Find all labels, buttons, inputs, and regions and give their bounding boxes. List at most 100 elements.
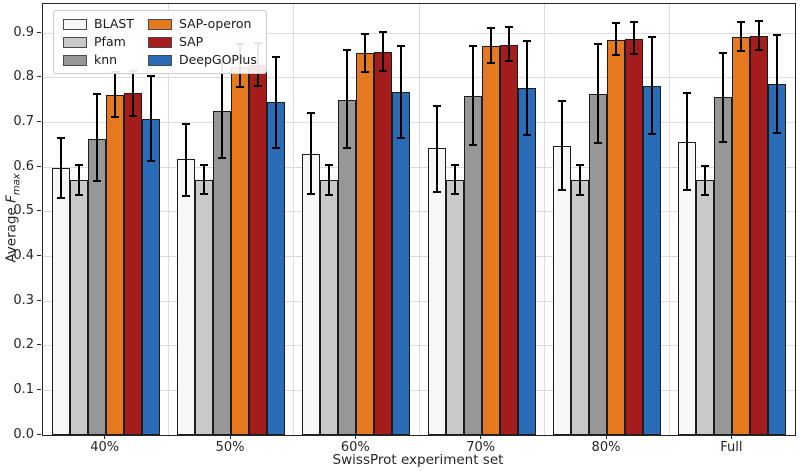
error-bar-cap-bottom (612, 54, 620, 57)
x-tick-mark (605, 435, 607, 439)
error-bar (275, 57, 277, 149)
error-bar-cap-top (755, 19, 764, 22)
y-tick-label: 0.7 (13, 113, 34, 129)
error-bar-cap-top (92, 93, 101, 96)
error-bar-cap-bottom (307, 192, 316, 195)
y-tick-mark (37, 433, 41, 435)
x-tick-label: Full (720, 440, 743, 455)
x-tick-label: 40% (90, 440, 120, 455)
legend-label-deepgoplus: DeepGOPlus (178, 52, 257, 67)
y-tick-mark (37, 120, 41, 123)
bar-sap-operon-70% (481, 45, 500, 435)
legend-label-sap: SAP (178, 34, 204, 49)
x-tick-mark (730, 435, 733, 439)
error-bar-cap-bottom (486, 61, 495, 64)
error-bar-cap-top (450, 164, 459, 167)
error-bar-cap-bottom (56, 197, 65, 200)
y-tick-label: 0.8 (13, 69, 34, 85)
y-tick-label: 0.2 (13, 337, 34, 353)
error-bar-cap-bottom (630, 53, 638, 56)
bar-sap-operon-40% (105, 94, 124, 435)
y-tick-label: 0.9 (13, 24, 34, 40)
error-bar (364, 33, 367, 72)
error-bar-cap-bottom (272, 147, 280, 150)
y-tick-mark (37, 210, 41, 212)
y-tick-mark (37, 31, 41, 33)
legend-swatch-sap-operon (147, 18, 172, 30)
y-tick-label: 0.3 (13, 292, 34, 308)
error-bar (740, 21, 743, 52)
error-bar (758, 20, 761, 51)
gridline-x (543, 4, 545, 435)
error-bar-cap-bottom (200, 193, 208, 196)
error-bar (507, 27, 510, 62)
bar-sap-80% (625, 39, 643, 435)
bar-sap-60% (374, 51, 393, 435)
bar-pfam-50% (195, 179, 213, 435)
error-bar-cap-bottom (182, 194, 190, 197)
error-bar-cap-bottom (522, 133, 531, 136)
legend-item-knn: knn (63, 53, 134, 67)
gridline-x (669, 4, 671, 435)
legend-item-blast: BLAST (63, 17, 134, 31)
error-bar (435, 105, 438, 193)
error-bar (59, 138, 62, 199)
error-bar (149, 76, 152, 162)
error-bar-cap-bottom (218, 157, 226, 160)
y-tick-label: 0.5 (13, 203, 34, 219)
legend-item-sap: SAP (147, 34, 257, 49)
error-bar-cap-bottom (325, 193, 334, 196)
error-bar (722, 52, 725, 142)
error-bar (704, 165, 707, 195)
error-bar-cap-top (146, 75, 155, 78)
error-bar (77, 165, 80, 195)
error-bar-cap-top (701, 164, 710, 167)
bar-sap-40% (123, 93, 142, 435)
error-bar-cap-top (432, 104, 441, 107)
error-bar-cap-top (379, 31, 388, 34)
bar-knn-70% (463, 96, 482, 435)
y-tick-mark (37, 165, 41, 167)
error-bar (579, 165, 581, 195)
x-tick-label: 70% (466, 440, 496, 455)
legend-item-sap-operon: SAP-operon (147, 16, 257, 31)
error-bar-cap-bottom (74, 193, 83, 196)
error-bar (525, 40, 528, 135)
y-tick-mark (37, 388, 41, 391)
error-bar-cap-bottom (343, 147, 352, 150)
error-bar (185, 123, 187, 196)
error-bar-cap-bottom (701, 193, 710, 196)
bar-pfam-70% (445, 180, 464, 435)
legend-label-pfam: Pfam (94, 34, 126, 49)
error-bar-cap-bottom (648, 133, 656, 136)
legend-label-sap-operon: SAP-operon (178, 16, 252, 31)
bar-knn-full (714, 97, 733, 435)
error-bar-cap-top (74, 164, 83, 167)
gridline-x (167, 4, 169, 435)
error-bar-cap-top (576, 164, 584, 167)
legend-label-knn: knn (94, 52, 118, 67)
error-bar-cap-top (522, 39, 531, 42)
error-bar-cap-bottom (146, 160, 155, 163)
error-bar-cap-top (719, 51, 728, 54)
error-bar (561, 100, 563, 190)
error-bar (633, 22, 635, 55)
error-bar-cap-top (361, 32, 370, 35)
error-bar-cap-top (343, 49, 352, 52)
bar-deepgoplus-40% (141, 118, 160, 435)
legend-swatch-blast (63, 18, 87, 30)
error-bar-cap-top (182, 122, 190, 125)
error-bar-cap-top (612, 22, 620, 25)
legend-swatch-sap (147, 36, 172, 48)
error-bar-cap-bottom (361, 70, 370, 73)
y-tick-label: 0.4 (13, 247, 34, 263)
error-bar-cap-top (594, 43, 602, 46)
error-bar-cap-bottom (236, 86, 244, 89)
error-bar-cap-top (737, 20, 746, 23)
error-bar-cap-bottom (379, 69, 388, 72)
bar-knn-60% (338, 100, 357, 435)
y-axis-title-text: Average (3, 202, 20, 263)
y-tick-label: 0.0 (13, 426, 34, 442)
x-tick-label: 50% (215, 440, 245, 455)
legend-label-blast: BLAST (94, 16, 134, 31)
